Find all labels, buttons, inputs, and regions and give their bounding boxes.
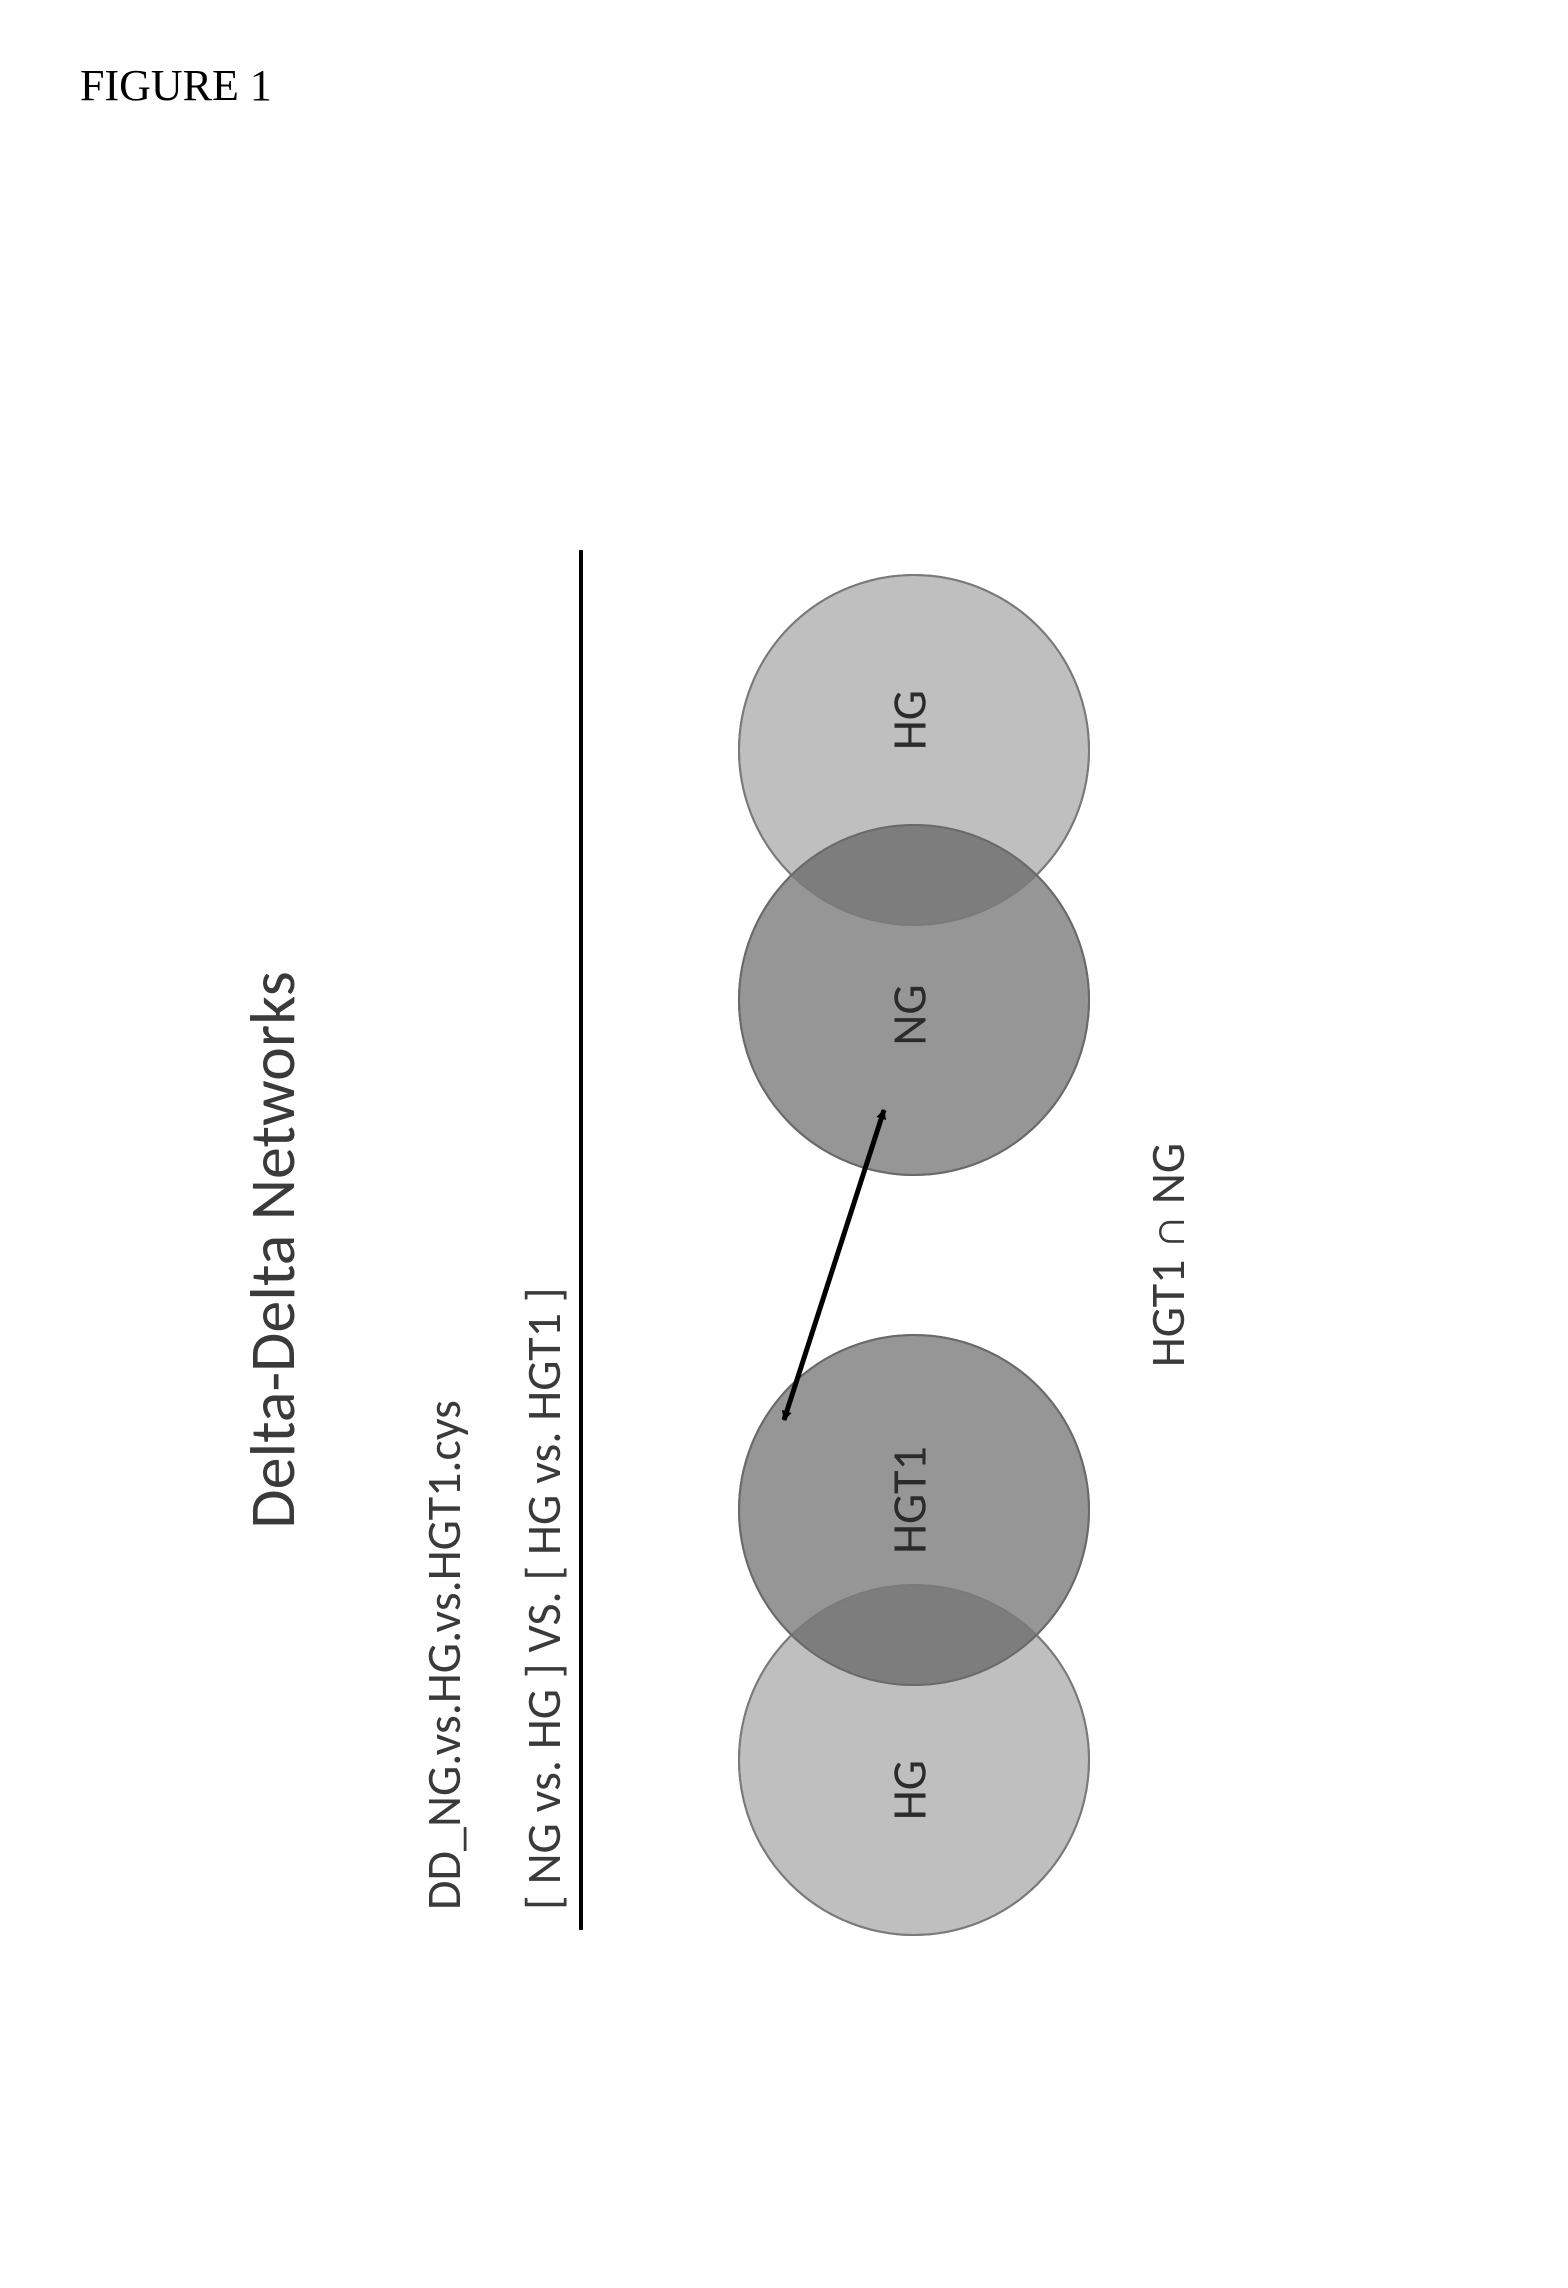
diagram-title: Delta-Delta Networks [234,400,312,2100]
comparison-text: [ NG vs. HG ] VS. [ HG vs. HGT1 ] [514,1287,573,1910]
figure-label: FIGURE 1 [80,60,272,111]
label-hg-right: HG [879,690,938,750]
label-hgt1: HGT1 [879,1446,938,1554]
venn-diagram: HG HGT1 NG HG HGT1 ∩ NG [664,480,1224,1980]
label-hg-left: HG [879,1760,938,1820]
rotated-content: Delta-Delta Networks DD_NG.vs.HG.vs.HGT1… [234,400,1334,2100]
label-ng: NG [879,984,938,1045]
intersection-caption: HGT1 ∩ NG [1138,1143,1197,1367]
divider-line [579,550,583,1930]
filename-text: DD_NG.vs.HG.vs.HGT1.cys [414,1400,473,1910]
